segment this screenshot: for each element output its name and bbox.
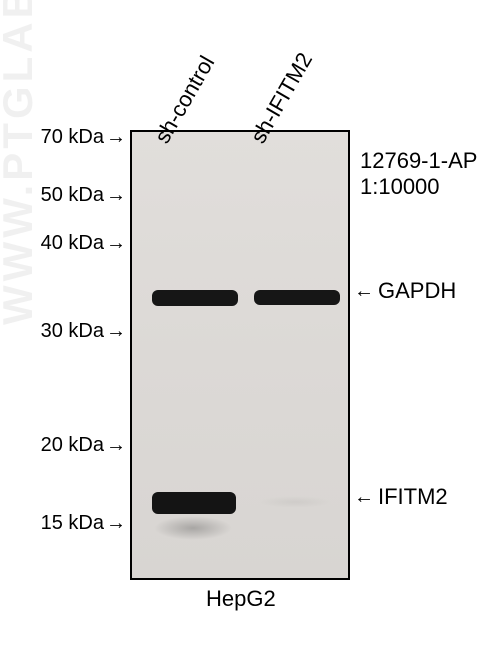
- band-name: IFITM2: [378, 484, 448, 510]
- arrow-left-icon: ←: [354, 486, 374, 509]
- band-smear: [154, 516, 232, 540]
- mw-marker: 15 kDa→: [30, 512, 126, 535]
- watermark-text: WWW.PTGLAB.COM: [0, 0, 42, 325]
- band-name: GAPDH: [378, 278, 456, 304]
- arrow-right-icon: →: [106, 184, 126, 207]
- protein-band: [152, 492, 236, 514]
- band-label-ifitm2: ←IFITM2: [354, 484, 448, 510]
- arrow-right-icon: →: [106, 512, 126, 535]
- western-blot-figure: WWW.PTGLAB.COM sh-control sh-IFITM2 70 k…: [0, 0, 500, 650]
- antibody-catalog: 12769-1-AP: [360, 148, 477, 174]
- blot-panel: [130, 130, 350, 580]
- mw-marker: 70 kDa→: [30, 126, 126, 149]
- cell-line-label: HepG2: [206, 586, 276, 612]
- mw-value: 70 kDa: [41, 126, 104, 148]
- band-smear: [258, 496, 332, 508]
- mw-value: 50 kDa: [41, 184, 104, 206]
- arrow-right-icon: →: [106, 126, 126, 149]
- protein-band: [152, 290, 238, 306]
- mw-value: 30 kDa: [41, 320, 104, 342]
- protein-band: [254, 290, 340, 305]
- arrow-right-icon: →: [106, 434, 126, 457]
- mw-marker: 40 kDa→: [30, 232, 126, 255]
- band-label-gapdh: ←GAPDH: [354, 278, 456, 304]
- arrow-right-icon: →: [106, 232, 126, 255]
- mw-marker: 20 kDa→: [30, 434, 126, 457]
- mw-value: 20 kDa: [41, 434, 104, 456]
- antibody-dilution: 1:10000: [360, 174, 440, 200]
- mw-marker: 30 kDa→: [30, 320, 126, 343]
- mw-value: 15 kDa: [41, 512, 104, 534]
- mw-marker: 50 kDa→: [30, 184, 126, 207]
- arrow-left-icon: ←: [354, 280, 374, 303]
- arrow-right-icon: →: [106, 320, 126, 343]
- mw-value: 40 kDa: [41, 232, 104, 254]
